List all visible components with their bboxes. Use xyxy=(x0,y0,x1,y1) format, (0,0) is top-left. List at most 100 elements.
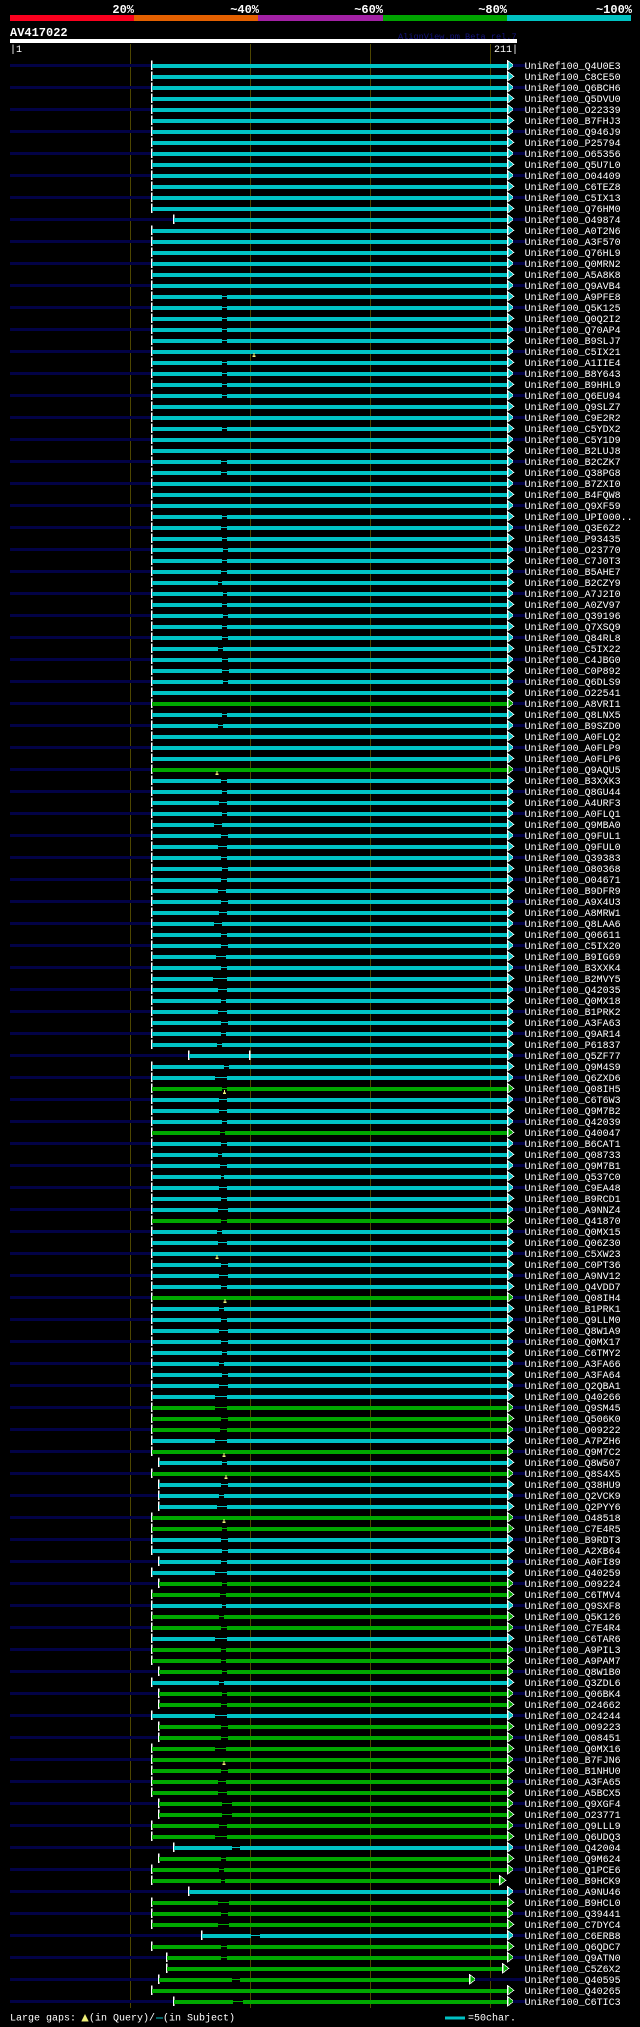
svg-text:UniRef100_O24662: UniRef100_O24662 xyxy=(525,1700,621,1712)
svg-text:UniRef100_O04409: UniRef100_O04409 xyxy=(525,171,621,183)
svg-text:UniRef100_Q0Q2I2: UniRef100_Q0Q2I2 xyxy=(525,314,621,326)
svg-text:UniRef100_Q5DVU0: UniRef100_Q5DVU0 xyxy=(525,94,621,106)
svg-text:UniRef100_C0P892: UniRef100_C0P892 xyxy=(525,666,621,678)
svg-text:UniRef100_A3FA66: UniRef100_A3FA66 xyxy=(525,1359,621,1371)
svg-text:UniRef100_O04671: UniRef100_O04671 xyxy=(525,875,621,887)
svg-text:UniRef100_A3FA64: UniRef100_A3FA64 xyxy=(525,1370,621,1382)
svg-text:UniRef100_Q76HM0: UniRef100_Q76HM0 xyxy=(525,204,621,216)
svg-text:UniRef100_Q40266: UniRef100_Q40266 xyxy=(525,1392,621,1404)
svg-text:UniRef100_B7FHJ3: UniRef100_B7FHJ3 xyxy=(525,116,621,128)
svg-text:UniRef100_Q41870: UniRef100_Q41870 xyxy=(525,1216,621,1228)
svg-text:UniRef100_Q1PCE6: UniRef100_Q1PCE6 xyxy=(525,1865,621,1877)
svg-text:UniRef100_P93435: UniRef100_P93435 xyxy=(525,534,621,546)
svg-text:UniRef100_B9HCK9: UniRef100_B9HCK9 xyxy=(525,1876,621,1888)
svg-text:UniRef100_A3FA65: UniRef100_A3FA65 xyxy=(525,1777,621,1789)
svg-text:UniRef100_A7PZH6: UniRef100_A7PZH6 xyxy=(525,1436,621,1448)
svg-text:UniRef100_O23770: UniRef100_O23770 xyxy=(525,545,621,557)
svg-text:UniRef100_Q39441: UniRef100_Q39441 xyxy=(525,1909,621,1921)
svg-text:UniRef100_Q08IH5: UniRef100_Q08IH5 xyxy=(525,1084,621,1096)
svg-text:UniRef100_Q42004: UniRef100_Q42004 xyxy=(525,1843,621,1855)
svg-text:UniRef100_Q7XSQ9: UniRef100_Q7XSQ9 xyxy=(525,622,621,634)
svg-text:UniRef100_C5Z6X2: UniRef100_C5Z6X2 xyxy=(525,1964,621,1976)
svg-text:UniRef100_C6T6W3: UniRef100_C6T6W3 xyxy=(525,1095,621,1107)
svg-text:UniRef100_B2CZY9: UniRef100_B2CZY9 xyxy=(525,578,621,590)
svg-text:UniRef100_C4JBG0: UniRef100_C4JBG0 xyxy=(525,655,621,667)
svg-text:UniRef100_Q5U7L0: UniRef100_Q5U7L0 xyxy=(525,160,621,172)
svg-text:~60%: ~60% xyxy=(354,3,384,17)
svg-text:UniRef100_B9RDT3: UniRef100_B9RDT3 xyxy=(525,1535,621,1547)
svg-text:UniRef100_B1NHU0: UniRef100_B1NHU0 xyxy=(525,1766,621,1778)
svg-text:UniRef100_A9NV12: UniRef100_A9NV12 xyxy=(525,1271,621,1283)
svg-text:AlignView.pm Beta rel.7: AlignView.pm Beta rel.7 xyxy=(398,32,517,42)
svg-text:UniRef100_Q946J9: UniRef100_Q946J9 xyxy=(525,127,621,139)
svg-text:UniRef100_C5IX21: UniRef100_C5IX21 xyxy=(525,347,621,359)
svg-text:UniRef100_O65356: UniRef100_O65356 xyxy=(525,149,621,161)
svg-text:UniRef100_A9PFE8: UniRef100_A9PFE8 xyxy=(525,292,621,304)
svg-text:UniRef100_A0T2N6: UniRef100_A0T2N6 xyxy=(525,226,621,238)
svg-text:UniRef100_A0FLQ1: UniRef100_A0FLQ1 xyxy=(525,809,621,821)
svg-text:UniRef100_C6TMY2: UniRef100_C6TMY2 xyxy=(525,1348,621,1360)
svg-text:UniRef100_Q38HU9: UniRef100_Q38HU9 xyxy=(525,1480,621,1492)
svg-text:UniRef100_Q9M624: UniRef100_Q9M624 xyxy=(525,1854,621,1866)
svg-text:UniRef100_C5IX20: UniRef100_C5IX20 xyxy=(525,941,621,953)
svg-text:=50char.: =50char. xyxy=(468,2013,516,2025)
svg-text:UniRef100_A3F570: UniRef100_A3F570 xyxy=(525,237,621,249)
svg-text:UniRef100_Q9FUL0: UniRef100_Q9FUL0 xyxy=(525,842,621,854)
svg-text:UniRef100_Q39196: UniRef100_Q39196 xyxy=(525,611,621,623)
svg-text:UniRef100_B9DFR9: UniRef100_B9DFR9 xyxy=(525,886,621,898)
svg-text:UniRef100_C6TMV4: UniRef100_C6TMV4 xyxy=(525,1590,621,1602)
svg-text:UniRef100_Q42039: UniRef100_Q42039 xyxy=(525,1117,621,1129)
svg-text:UniRef100_Q6ZXD6: UniRef100_Q6ZXD6 xyxy=(525,1073,621,1085)
svg-text:UniRef100_Q8W1A9: UniRef100_Q8W1A9 xyxy=(525,1326,621,1338)
svg-text:UniRef100_Q84RL8: UniRef100_Q84RL8 xyxy=(525,633,621,645)
svg-text:UniRef100_Q6QDC7: UniRef100_Q6QDC7 xyxy=(525,1942,621,1954)
svg-text:UniRef100_B9SLJ7: UniRef100_B9SLJ7 xyxy=(525,336,621,348)
svg-text:UniRef100_Q0MX17: UniRef100_Q0MX17 xyxy=(525,1337,621,1349)
svg-text:(in Subject): (in Subject) xyxy=(163,2013,235,2025)
svg-text:UniRef100_Q40595: UniRef100_Q40595 xyxy=(525,1975,621,1987)
svg-text:Large gaps:: Large gaps: xyxy=(10,2014,76,2025)
svg-text:UniRef100_O09224: UniRef100_O09224 xyxy=(525,1579,621,1591)
svg-text:UniRef100_Q0MRN2: UniRef100_Q0MRN2 xyxy=(525,259,621,271)
svg-text:UniRef100_Q8W507: UniRef100_Q8W507 xyxy=(525,1458,621,1470)
svg-text:UniRef100_C6TIC3: UniRef100_C6TIC3 xyxy=(525,1997,621,2009)
svg-text:UniRef100_C7J0T3: UniRef100_C7J0T3 xyxy=(525,556,621,568)
svg-text:UniRef100_A7J2I0: UniRef100_A7J2I0 xyxy=(525,589,621,601)
svg-text:UniRef100_B2MVY5: UniRef100_B2MVY5 xyxy=(525,974,621,986)
svg-text:UniRef100_Q5K126: UniRef100_Q5K126 xyxy=(525,1612,621,1624)
svg-text:UniRef100_C5Y1D9: UniRef100_C5Y1D9 xyxy=(525,435,621,447)
svg-text:UniRef100_C6TAR6: UniRef100_C6TAR6 xyxy=(525,1634,621,1646)
svg-text:UniRef100_B6CAT1: UniRef100_B6CAT1 xyxy=(525,1139,621,1151)
svg-text:UniRef100_A0FI89: UniRef100_A0FI89 xyxy=(525,1557,621,1569)
svg-text:UniRef100_A1IIE4: UniRef100_A1IIE4 xyxy=(525,358,621,370)
svg-text:UniRef100_Q6EU94: UniRef100_Q6EU94 xyxy=(525,391,621,403)
svg-text:UniRef100_A9NNZ4: UniRef100_A9NNZ4 xyxy=(525,1205,621,1217)
svg-text:UniRef100_C0PT36: UniRef100_C0PT36 xyxy=(525,1260,621,1272)
svg-text:UniRef100_UPI000..: UniRef100_UPI000.. xyxy=(525,512,633,524)
svg-text:UniRef100_A8VRI1: UniRef100_A8VRI1 xyxy=(525,699,621,711)
svg-text:UniRef100_Q38PG8: UniRef100_Q38PG8 xyxy=(525,468,621,480)
svg-text:UniRef100_C5IX22: UniRef100_C5IX22 xyxy=(525,644,621,656)
svg-text:UniRef100_Q9LLL9: UniRef100_Q9LLL9 xyxy=(525,1821,621,1833)
svg-text:UniRef100_Q9XGF4: UniRef100_Q9XGF4 xyxy=(525,1799,621,1811)
svg-text:UniRef100_B3XXK3: UniRef100_B3XXK3 xyxy=(525,776,621,788)
svg-text:UniRef100_B1PRK2: UniRef100_B1PRK2 xyxy=(525,1007,621,1019)
svg-text:UniRef100_Q42035: UniRef100_Q42035 xyxy=(525,985,621,997)
svg-text:UniRef100_Q5K125: UniRef100_Q5K125 xyxy=(525,303,621,315)
svg-text:UniRef100_B2LUJ8: UniRef100_B2LUJ8 xyxy=(525,446,621,458)
svg-text:|1: |1 xyxy=(10,44,22,56)
svg-text:UniRef100_O22541: UniRef100_O22541 xyxy=(525,688,621,700)
svg-text:UniRef100_Q8LAA6: UniRef100_Q8LAA6 xyxy=(525,919,621,931)
svg-text:UniRef100_C6TEZ8: UniRef100_C6TEZ8 xyxy=(525,182,621,194)
svg-text:UniRef100_A0FLP6: UniRef100_A0FLP6 xyxy=(525,754,621,766)
svg-text:UniRef100_Q76HL9: UniRef100_Q76HL9 xyxy=(525,248,621,260)
svg-text:UniRef100_O09222: UniRef100_O09222 xyxy=(525,1425,621,1437)
svg-text:UniRef100_B9RCD1: UniRef100_B9RCD1 xyxy=(525,1194,621,1206)
svg-text:UniRef100_Q9M7B1: UniRef100_Q9M7B1 xyxy=(525,1161,621,1173)
svg-text:~40%: ~40% xyxy=(230,3,260,17)
svg-text:UniRef100_B4FQW8: UniRef100_B4FQW8 xyxy=(525,490,621,502)
svg-text:UniRef100_Q8GU44: UniRef100_Q8GU44 xyxy=(525,787,621,799)
svg-text:UniRef100_Q40265: UniRef100_Q40265 xyxy=(525,1986,621,1998)
svg-text:UniRef100_C5YDX2: UniRef100_C5YDX2 xyxy=(525,424,621,436)
svg-text:~100%: ~100% xyxy=(596,3,633,17)
